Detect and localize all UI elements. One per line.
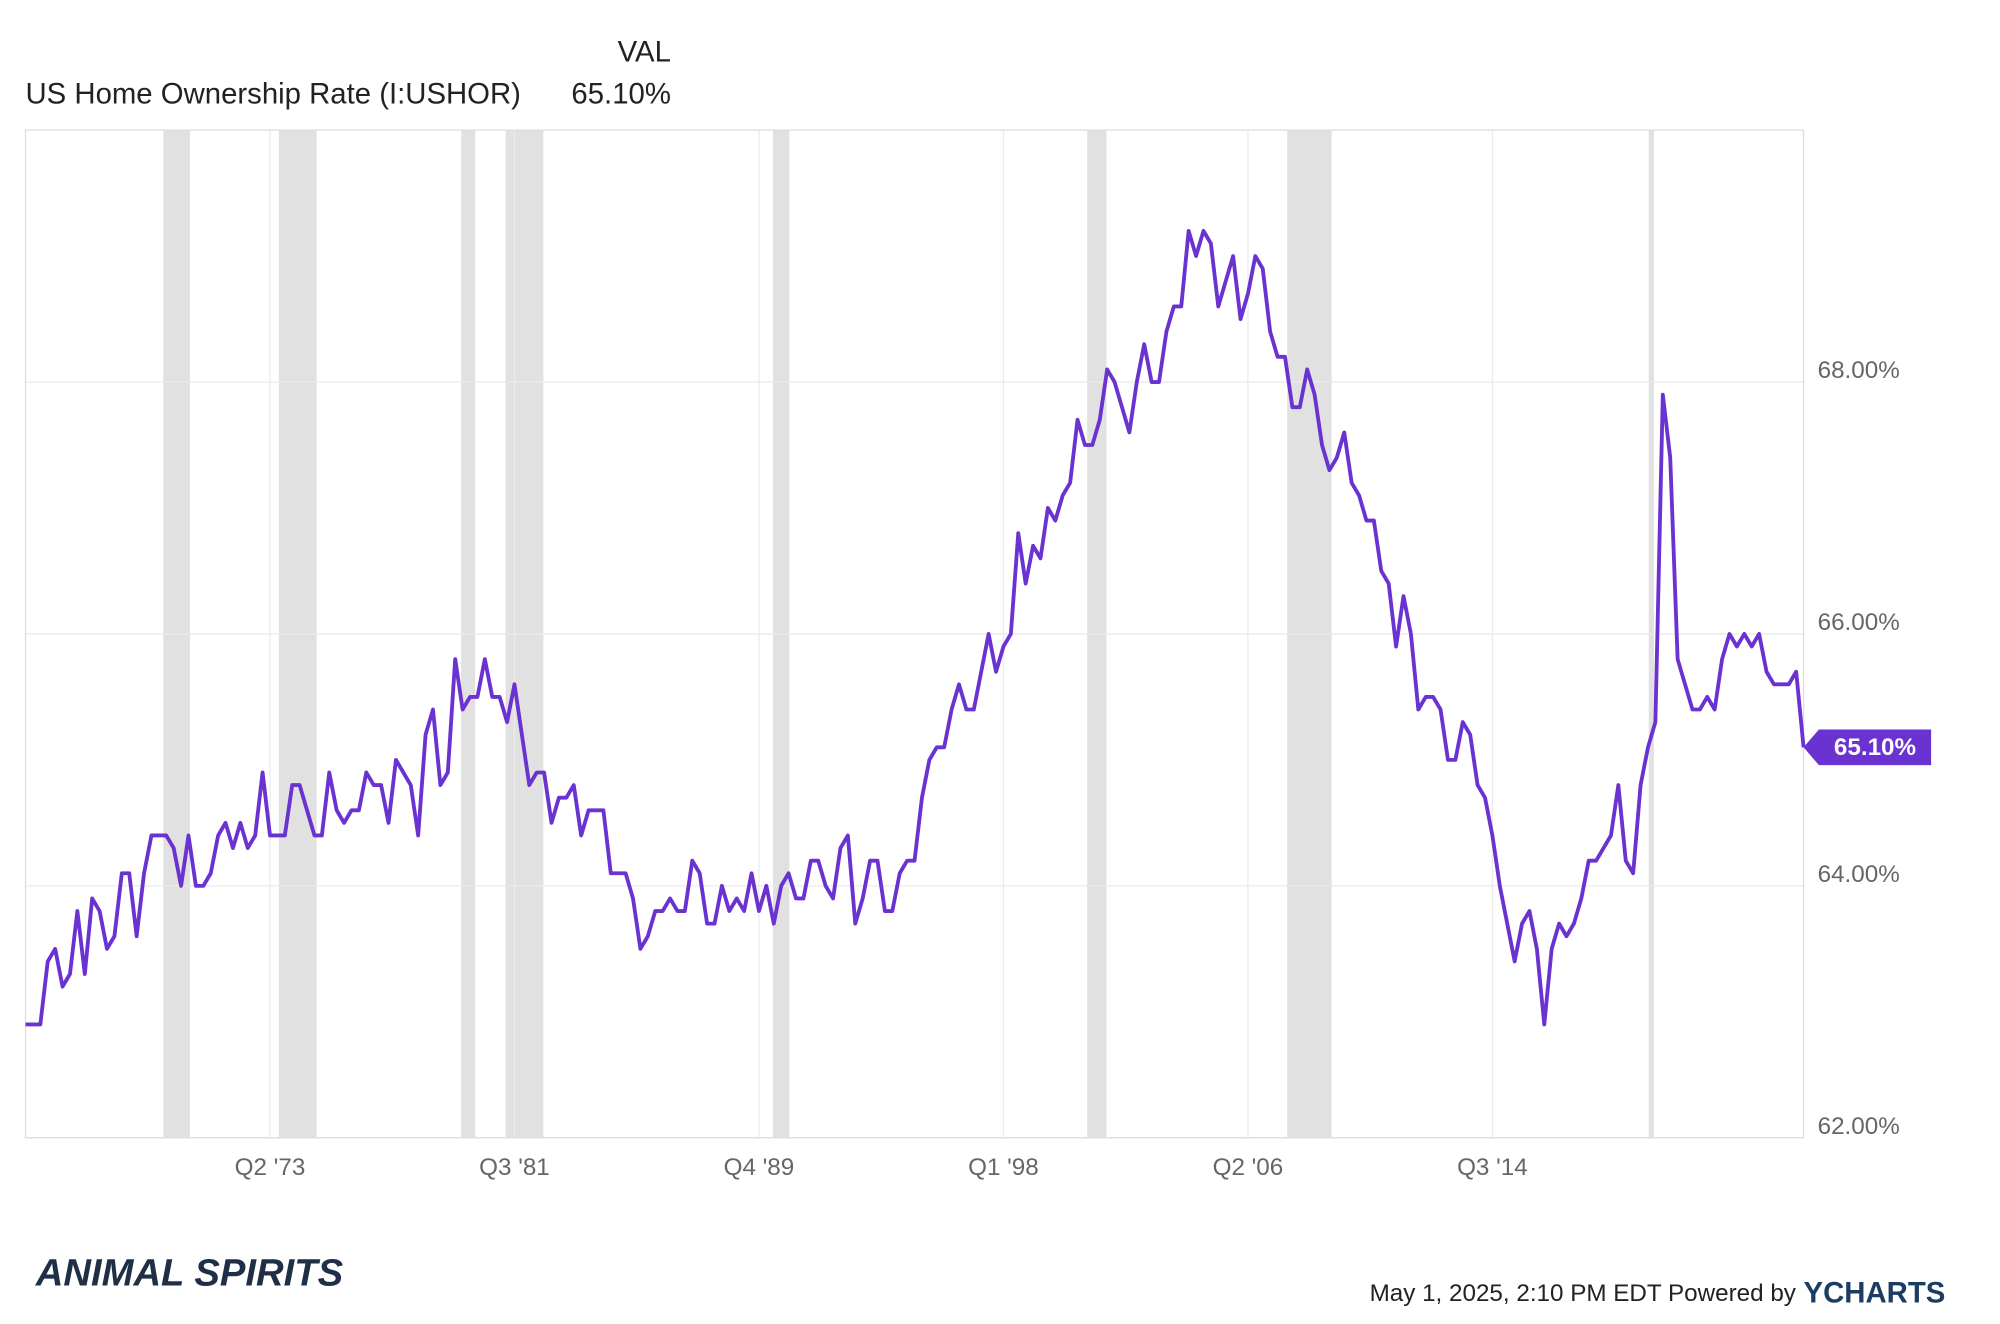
data-line <box>25 228 1806 1027</box>
y-tick-label: 64.00% <box>1818 861 1900 888</box>
plot-layer <box>25 130 1804 1139</box>
y-tick-label: 68.00% <box>1818 357 1900 384</box>
last-value-badge <box>1803 729 1932 766</box>
x-tick-label: Q1 '98 <box>968 1154 1039 1181</box>
x-tick-label: Q2 '73 <box>235 1154 306 1181</box>
last-value: 65.10% <box>571 77 670 110</box>
plot-frame <box>24 129 1805 1139</box>
last-value-label: 65.10% <box>1834 734 1916 761</box>
ycharts-logo: YCHARTS <box>1804 1276 1946 1309</box>
brand-logo: ANIMAL SPIRITS <box>35 1252 344 1295</box>
timestamp: May 1, 2025, 2:10 PM EDT Powered by <box>1370 1280 1797 1307</box>
value-column-header: VAL <box>618 35 671 68</box>
x-tick-label: Q2 '06 <box>1213 1154 1284 1181</box>
x-tick-label: Q3 '14 <box>1457 1154 1528 1181</box>
x-tick-label: Q4 '89 <box>724 1154 795 1181</box>
series-name: US Home Ownership Rate (I:USHOR) <box>26 77 521 110</box>
y-tick-label: 66.00% <box>1818 609 1900 636</box>
x-tick-label: Q3 '81 <box>479 1154 550 1181</box>
y-tick-label: 62.00% <box>1818 1113 1900 1140</box>
